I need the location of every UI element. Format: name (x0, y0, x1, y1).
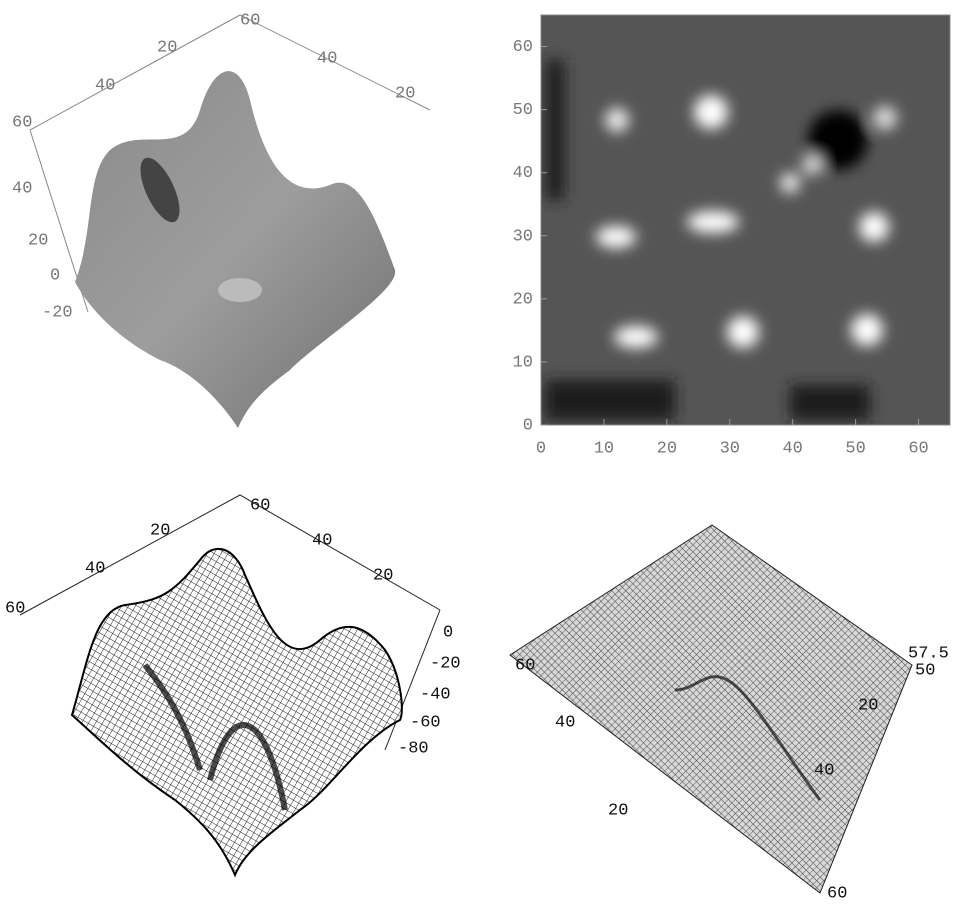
dark-region (545, 60, 565, 200)
x-tick-label: 20 (657, 439, 677, 458)
tick-label: 20 (150, 521, 170, 540)
surface-shade (140, 157, 180, 223)
dark-region (545, 380, 675, 420)
y-tick-label: 30 (513, 227, 533, 246)
x-tick-label: 40 (782, 439, 802, 458)
y-tick-label: 40 (513, 164, 533, 183)
x-tick-label: 30 (720, 439, 740, 458)
tick-label: 20 (28, 231, 48, 250)
bright-blob (614, 326, 658, 348)
y-tick-label: 60 (513, 38, 533, 57)
bright-blob (596, 226, 636, 248)
tick-label: 60 (515, 656, 535, 675)
tick-label: 60 (250, 496, 270, 515)
tick-label: 0 (50, 266, 60, 285)
tick-label: 40 (85, 559, 105, 578)
tick-label: -20 (42, 303, 73, 322)
bright-blob (859, 212, 889, 242)
dark-region (790, 385, 870, 420)
wireframe-surface (70, 548, 403, 878)
x-tick-label: 10 (594, 439, 614, 458)
bright-blob (851, 314, 883, 346)
bright-blob (694, 95, 728, 129)
x-tick-label: 50 (845, 439, 865, 458)
bright-blob (873, 106, 897, 130)
bright-blob (802, 155, 822, 175)
tick-label: 20 (608, 801, 628, 820)
tick-label: 50 (915, 661, 935, 680)
y-tick-label: 50 (513, 101, 533, 120)
surface-shade (142, 663, 288, 811)
surface (75, 71, 396, 428)
tick-label: 60 (12, 113, 32, 132)
tick-label: 40 (95, 76, 115, 95)
tick-label: -60 (410, 713, 441, 732)
surface-panel: 20 40 60 40 20 60 40 20 0 -20 (12, 11, 431, 428)
mesh-panel: 57.5 50 20 40 60 60 40 20 (509, 524, 949, 903)
density-frame (540, 14, 951, 426)
bright-blob (727, 316, 759, 348)
surface-highlight (218, 278, 262, 302)
wireframe-panel: 20 40 60 60 40 20 0 -20 -40 -60 -80 (5, 494, 461, 878)
tick-label: 57.5 (908, 644, 949, 663)
y-tick-label: 20 (513, 290, 533, 309)
tick-label: 0 (443, 623, 453, 642)
mesh-surface (509, 524, 913, 894)
axis-frame (19, 494, 441, 751)
bright-blob (605, 108, 629, 132)
tick-label: 40 (312, 531, 332, 550)
density-panel: 0 10 20 30 40 50 60 0 10 20 30 40 50 60 (513, 14, 951, 458)
tick-label: -40 (420, 685, 451, 704)
tick-label: 40 (555, 713, 575, 732)
tick-label: 20 (395, 84, 415, 103)
tick-label: 40 (814, 761, 834, 780)
tick-label: -20 (430, 654, 461, 673)
tick-label: 20 (157, 38, 177, 57)
surface-ridge (674, 675, 822, 801)
tick-label: 60 (5, 599, 25, 618)
y-tick-label: 0 (523, 416, 533, 435)
x-tick-label: 60 (908, 439, 928, 458)
x-tick-label: 0 (536, 439, 546, 458)
tick-label: -80 (398, 739, 429, 758)
tick-label: 60 (240, 11, 260, 30)
tick-label: 40 (317, 49, 337, 68)
tick-label: 20 (858, 696, 878, 715)
bright-blob (780, 173, 800, 193)
tick-label: 20 (373, 566, 393, 585)
density-field (545, 60, 897, 420)
bright-blob (687, 211, 739, 233)
tick-label: 60 (827, 884, 847, 903)
density-background (541, 15, 950, 425)
tick-label: 40 (12, 179, 32, 198)
y-tick-label: 10 (513, 353, 533, 372)
dark-blob (808, 110, 868, 170)
